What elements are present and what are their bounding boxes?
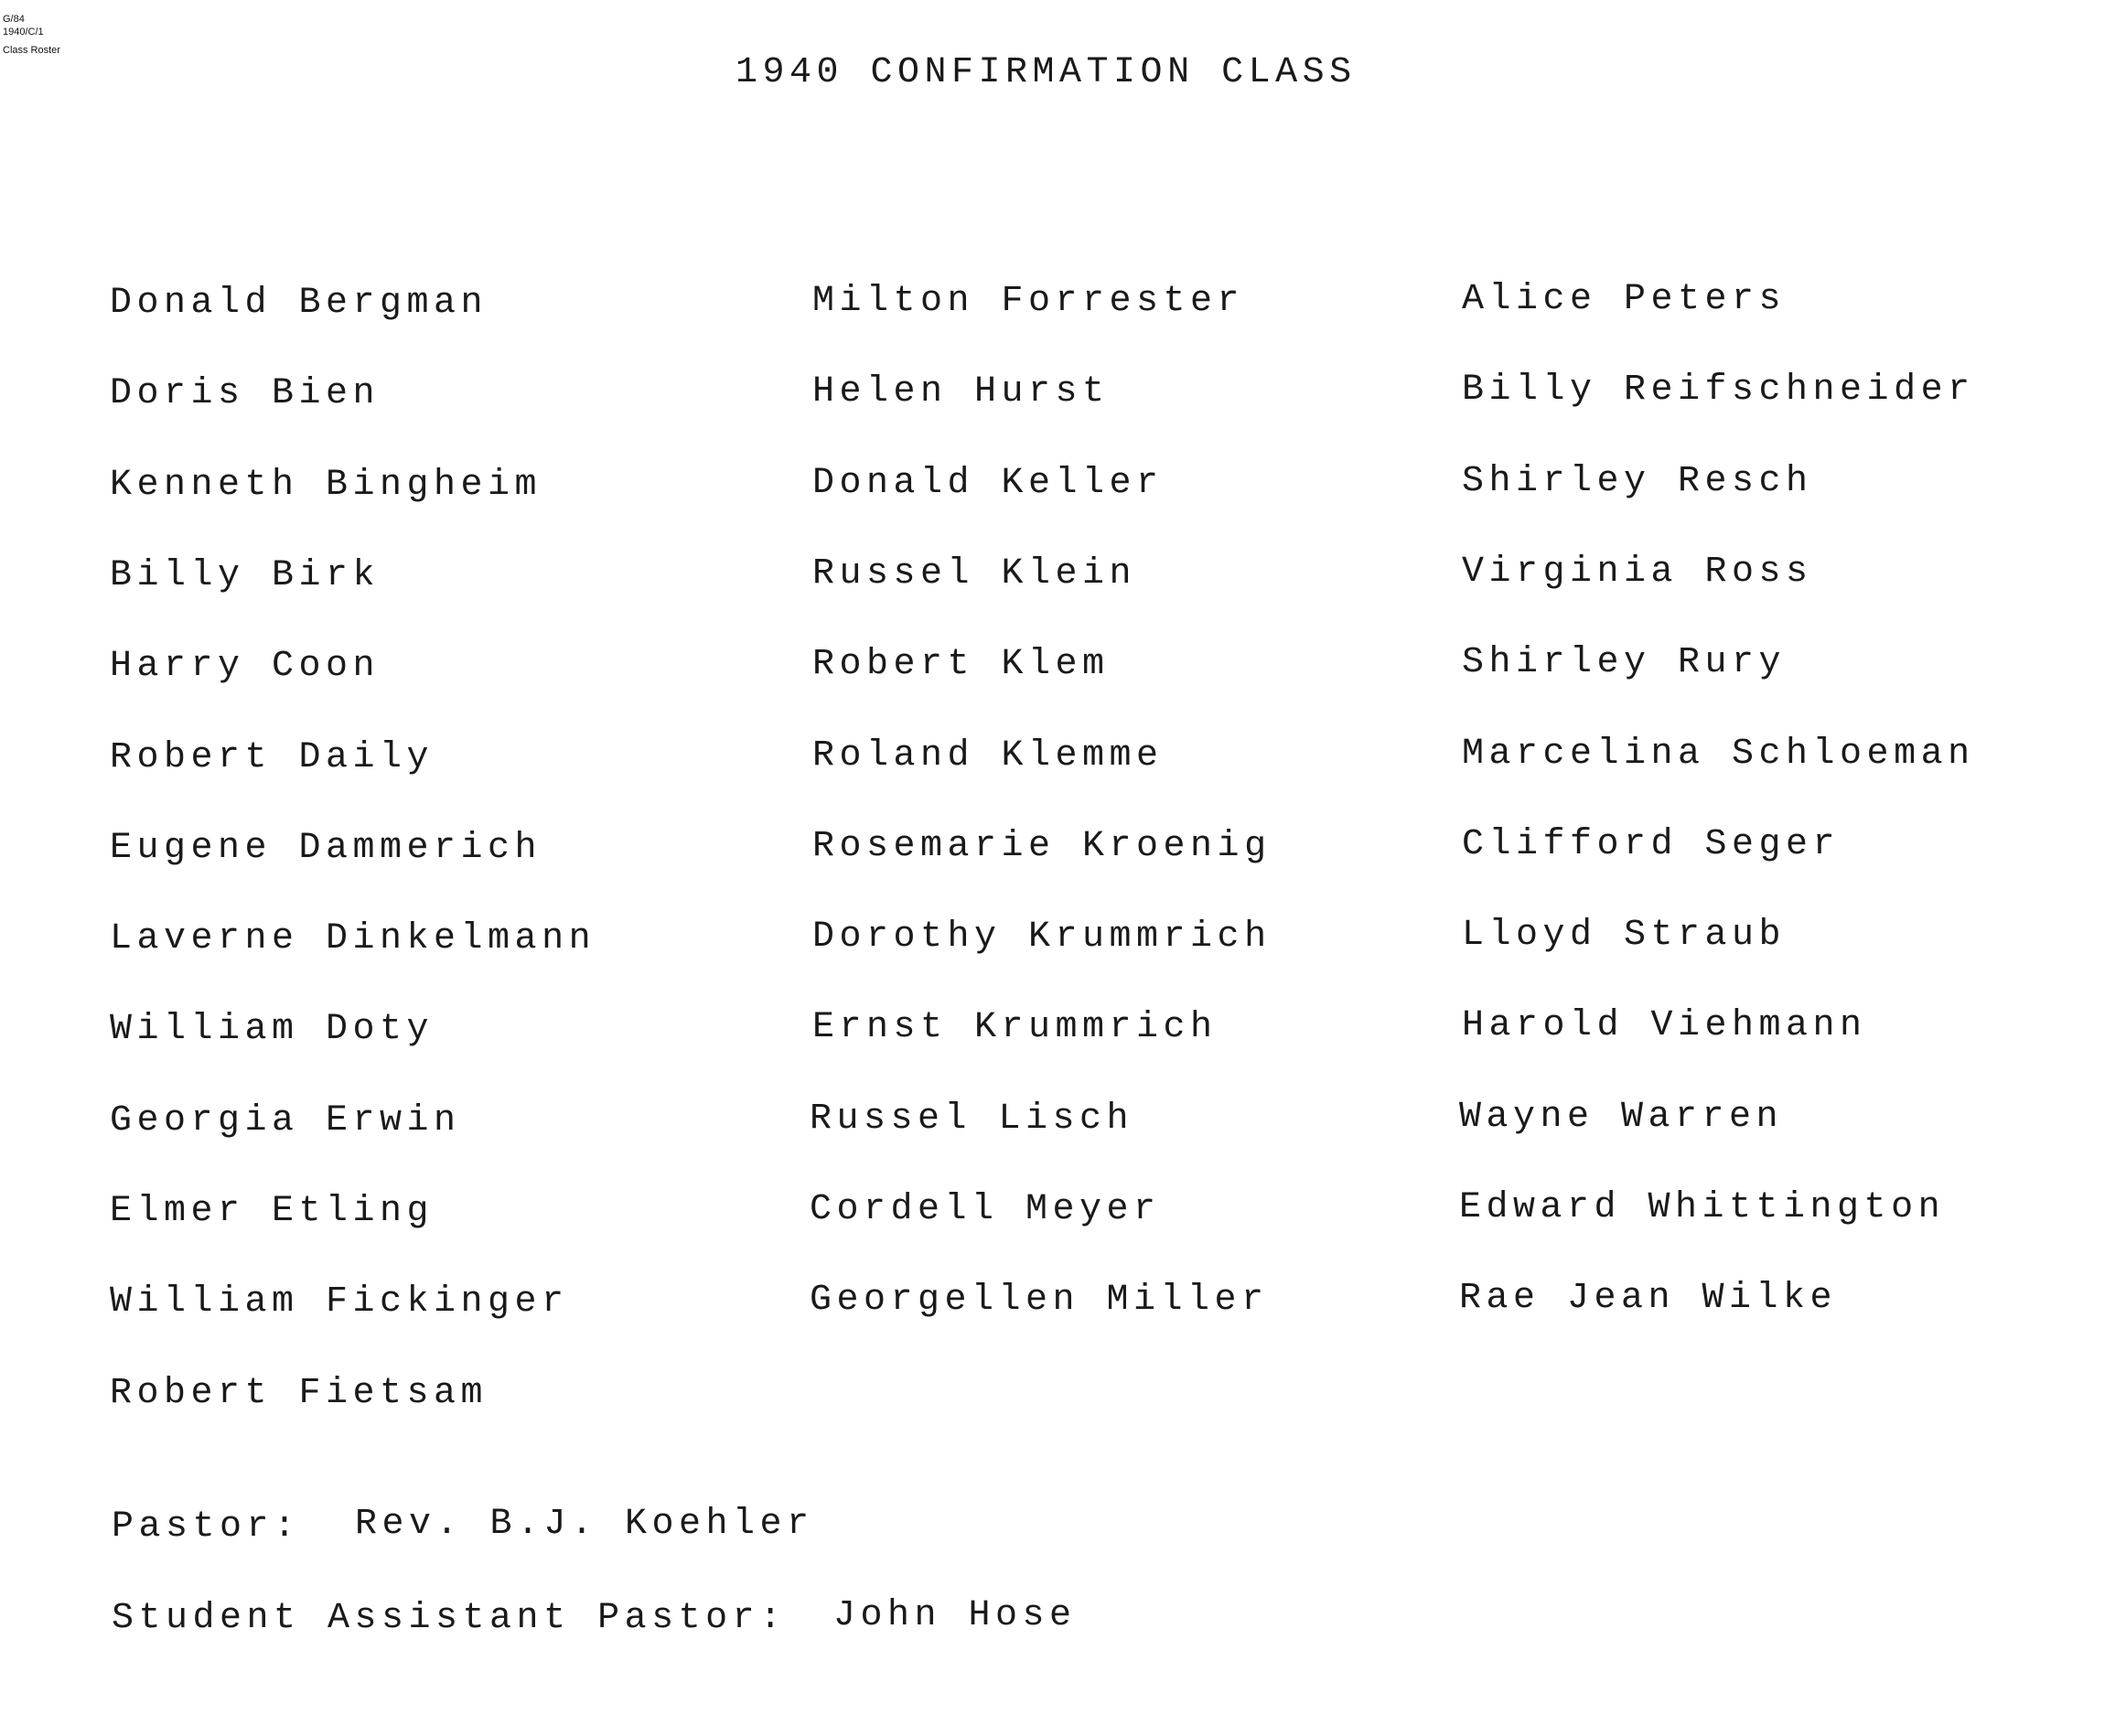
- list-item: Doris Bien: [110, 373, 381, 415]
- list-item: Harold Viehmann: [1462, 1005, 1867, 1047]
- pastor-name: Rev. B.J. Koehler: [355, 1504, 814, 1545]
- list-item: Eugene Dammerich: [110, 827, 542, 869]
- list-item: Clifford Seger: [1462, 823, 1841, 865]
- list-item: Alice Peters: [1462, 279, 1787, 320]
- list-item: Russel Lisch: [810, 1098, 1134, 1140]
- list-item: Virginia Ross: [1462, 551, 1813, 593]
- list-item: Donald Bergman: [110, 283, 489, 324]
- list-item: Dorothy Krummrich: [812, 916, 1272, 959]
- list-item: Georgia Erwin: [110, 1099, 461, 1141]
- document-reference: G/84 1940/C/1 Class Roster: [3, 13, 60, 57]
- list-item: Wayne Warren: [1459, 1096, 1784, 1138]
- list-item: Marcelina Schloeman: [1462, 733, 1975, 775]
- list-item: Laverne Dinkelmann: [110, 918, 596, 960]
- reference-id: 1940/C/1: [3, 27, 44, 38]
- list-item: Rosemarie Kroenig: [812, 825, 1272, 867]
- list-item: Donald Keller: [812, 462, 1164, 504]
- list-item: Milton Forrester: [812, 281, 1245, 322]
- reference-label: Class Roster: [3, 45, 60, 56]
- list-item: Robert Klem: [812, 644, 1110, 686]
- list-item: Elmer Etling: [110, 1191, 435, 1232]
- list-item: Edward Whittington: [1459, 1187, 1946, 1228]
- list-item: Cordell Meyer: [810, 1189, 1161, 1230]
- list-item: Robert Daily: [110, 736, 435, 778]
- pastor-label: Pastor:: [112, 1506, 301, 1548]
- student-assistant-name: John Hose: [833, 1595, 1077, 1636]
- list-item: Rae Jean Wilke: [1459, 1278, 1838, 1320]
- list-item: Lloyd Straub: [1462, 915, 1787, 957]
- list-item: Ernst Krummrich: [812, 1007, 1218, 1049]
- list-item: Billy Reifschneider: [1462, 370, 1975, 412]
- list-item: Harry Coon: [110, 646, 381, 688]
- student-assistant-label: Student Assistant Pastor:: [112, 1598, 787, 1639]
- list-item: Helen Hurst: [812, 371, 1110, 413]
- reference-code: G/84: [3, 14, 25, 25]
- list-item: Roland Klemme: [812, 734, 1164, 777]
- list-item: Shirley Resch: [1462, 460, 1813, 502]
- page-title: 1940 CONFIRMATION CLASS: [736, 52, 1357, 93]
- list-item: Shirley Rury: [1462, 642, 1787, 684]
- list-item: Russel Klein: [812, 552, 1137, 595]
- list-item: William Doty: [110, 1009, 435, 1051]
- list-item: William Fickinger: [110, 1281, 569, 1323]
- list-item: Kenneth Bingheim: [110, 464, 542, 506]
- list-item: Robert Fietsam: [110, 1372, 489, 1414]
- list-item: Georgellen Miller: [810, 1280, 1269, 1322]
- list-item: Billy Birk: [110, 554, 381, 596]
